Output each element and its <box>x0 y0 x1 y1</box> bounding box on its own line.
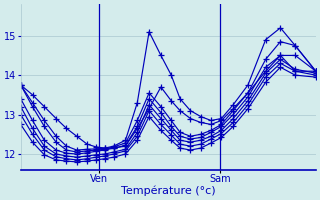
X-axis label: Température (°c): Température (°c) <box>121 185 216 196</box>
